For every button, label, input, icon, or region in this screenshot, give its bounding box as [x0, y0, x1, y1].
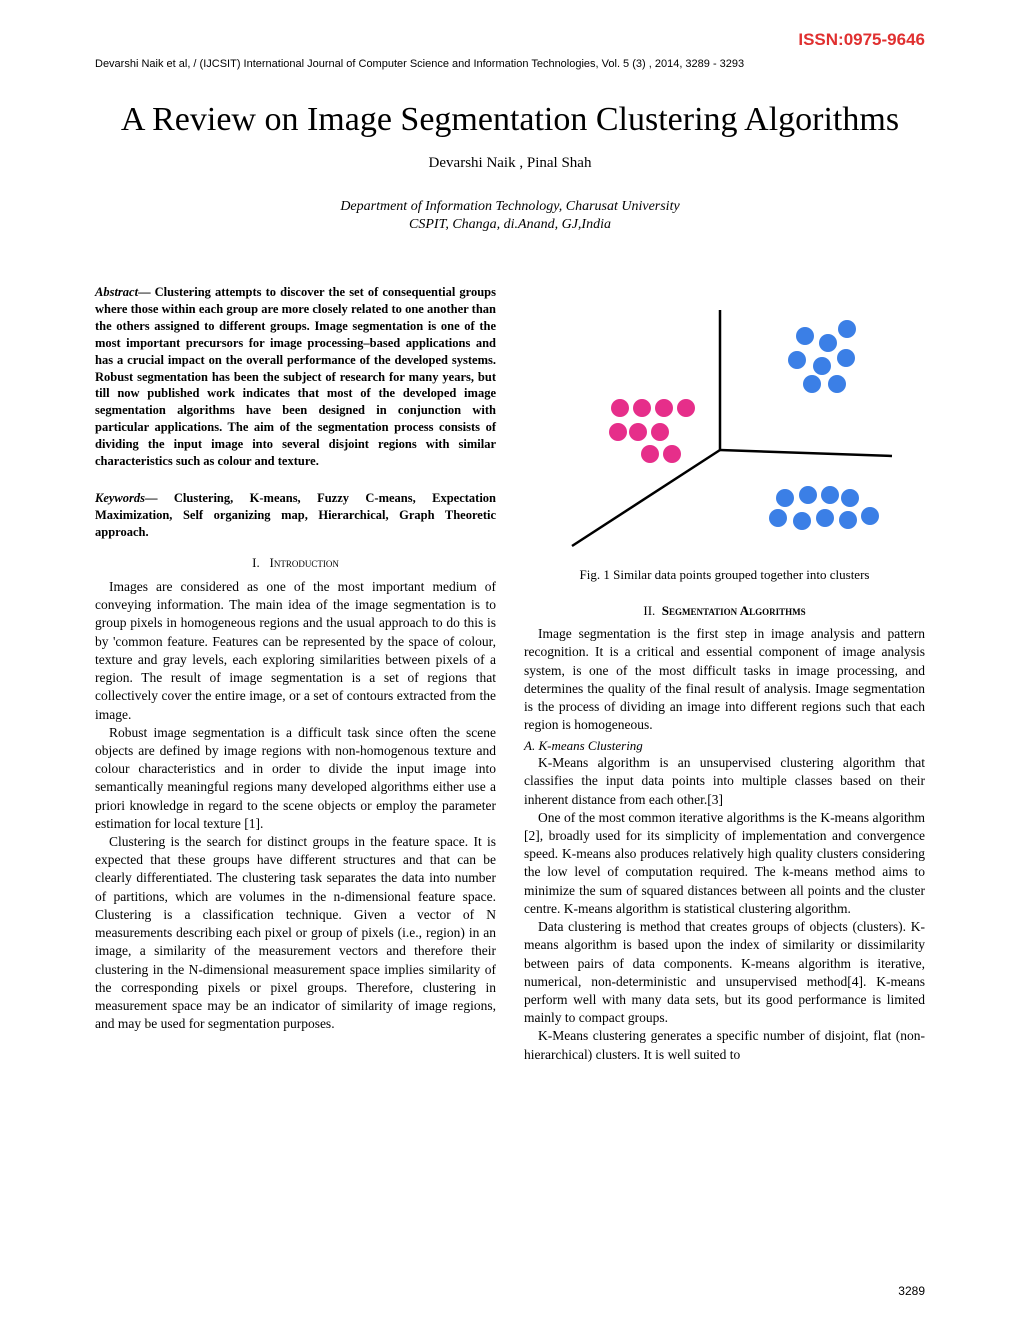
left-column: Abstract— Clustering attempts to discove…: [95, 284, 496, 1064]
section-1-header: I. Introduction: [95, 554, 496, 572]
subsection-a: A. K-means Clustering: [524, 737, 925, 755]
section-2-num: II.: [643, 603, 655, 618]
paper-title: A Review on Image Segmentation Clusterin…: [95, 100, 925, 141]
cluster-diagram: [550, 288, 900, 558]
affiliation: Department of Information Technology, Ch…: [95, 198, 925, 234]
affiliation-line2: CSPIT, Changa, di.Anand, GJ,India: [409, 217, 611, 232]
figure-1-caption: Fig. 1 Similar data points grouped toget…: [530, 566, 919, 584]
authors: Devarshi Naik , Pinal Shah: [95, 155, 925, 172]
section-2-title: Segmentation Algorithms: [662, 603, 806, 618]
section-1-title: Introduction: [270, 555, 339, 570]
issn-label: ISSN:0975-9646: [95, 30, 925, 50]
intro-para-3: Clustering is the search for distinct gr…: [95, 833, 496, 1033]
seg-para-2: K-Means algorithm is an unsupervised clu…: [524, 754, 925, 809]
seg-para-4: Data clustering is method that creates g…: [524, 918, 925, 1027]
section-1-num: I.: [252, 555, 260, 570]
keywords-label: Keywords: [95, 491, 145, 505]
intro-para-1: Images are considered as one of the most…: [95, 578, 496, 724]
right-column: Fig. 1 Similar data points grouped toget…: [524, 284, 925, 1064]
figure-1: Fig. 1 Similar data points grouped toget…: [524, 284, 925, 594]
page-number: 3289: [898, 1284, 925, 1298]
seg-para-1: Image segmentation is the first step in …: [524, 625, 925, 734]
citation-line: Devarshi Naik et al, / (IJCSIT) Internat…: [95, 58, 925, 70]
keywords-text: — Clustering, K-means, Fuzzy C-means, Ex…: [95, 491, 496, 539]
seg-para-5: K-Means clustering generates a specific …: [524, 1027, 925, 1063]
abstract-text: — Clustering attempts to discover the se…: [95, 285, 496, 468]
affiliation-line1: Department of Information Technology, Ch…: [340, 199, 679, 214]
abstract-block: Abstract— Clustering attempts to discove…: [95, 284, 496, 470]
seg-para-3: One of the most common iterative algorit…: [524, 809, 925, 918]
keywords-block: Keywords— Clustering, K-means, Fuzzy C-m…: [95, 490, 496, 541]
intro-para-2: Robust image segmentation is a difficult…: [95, 724, 496, 833]
abstract-label: Abstract: [95, 285, 138, 299]
section-2-header: II. Segmentation Algorithms: [524, 602, 925, 620]
two-column-layout: Abstract— Clustering attempts to discove…: [95, 284, 925, 1064]
